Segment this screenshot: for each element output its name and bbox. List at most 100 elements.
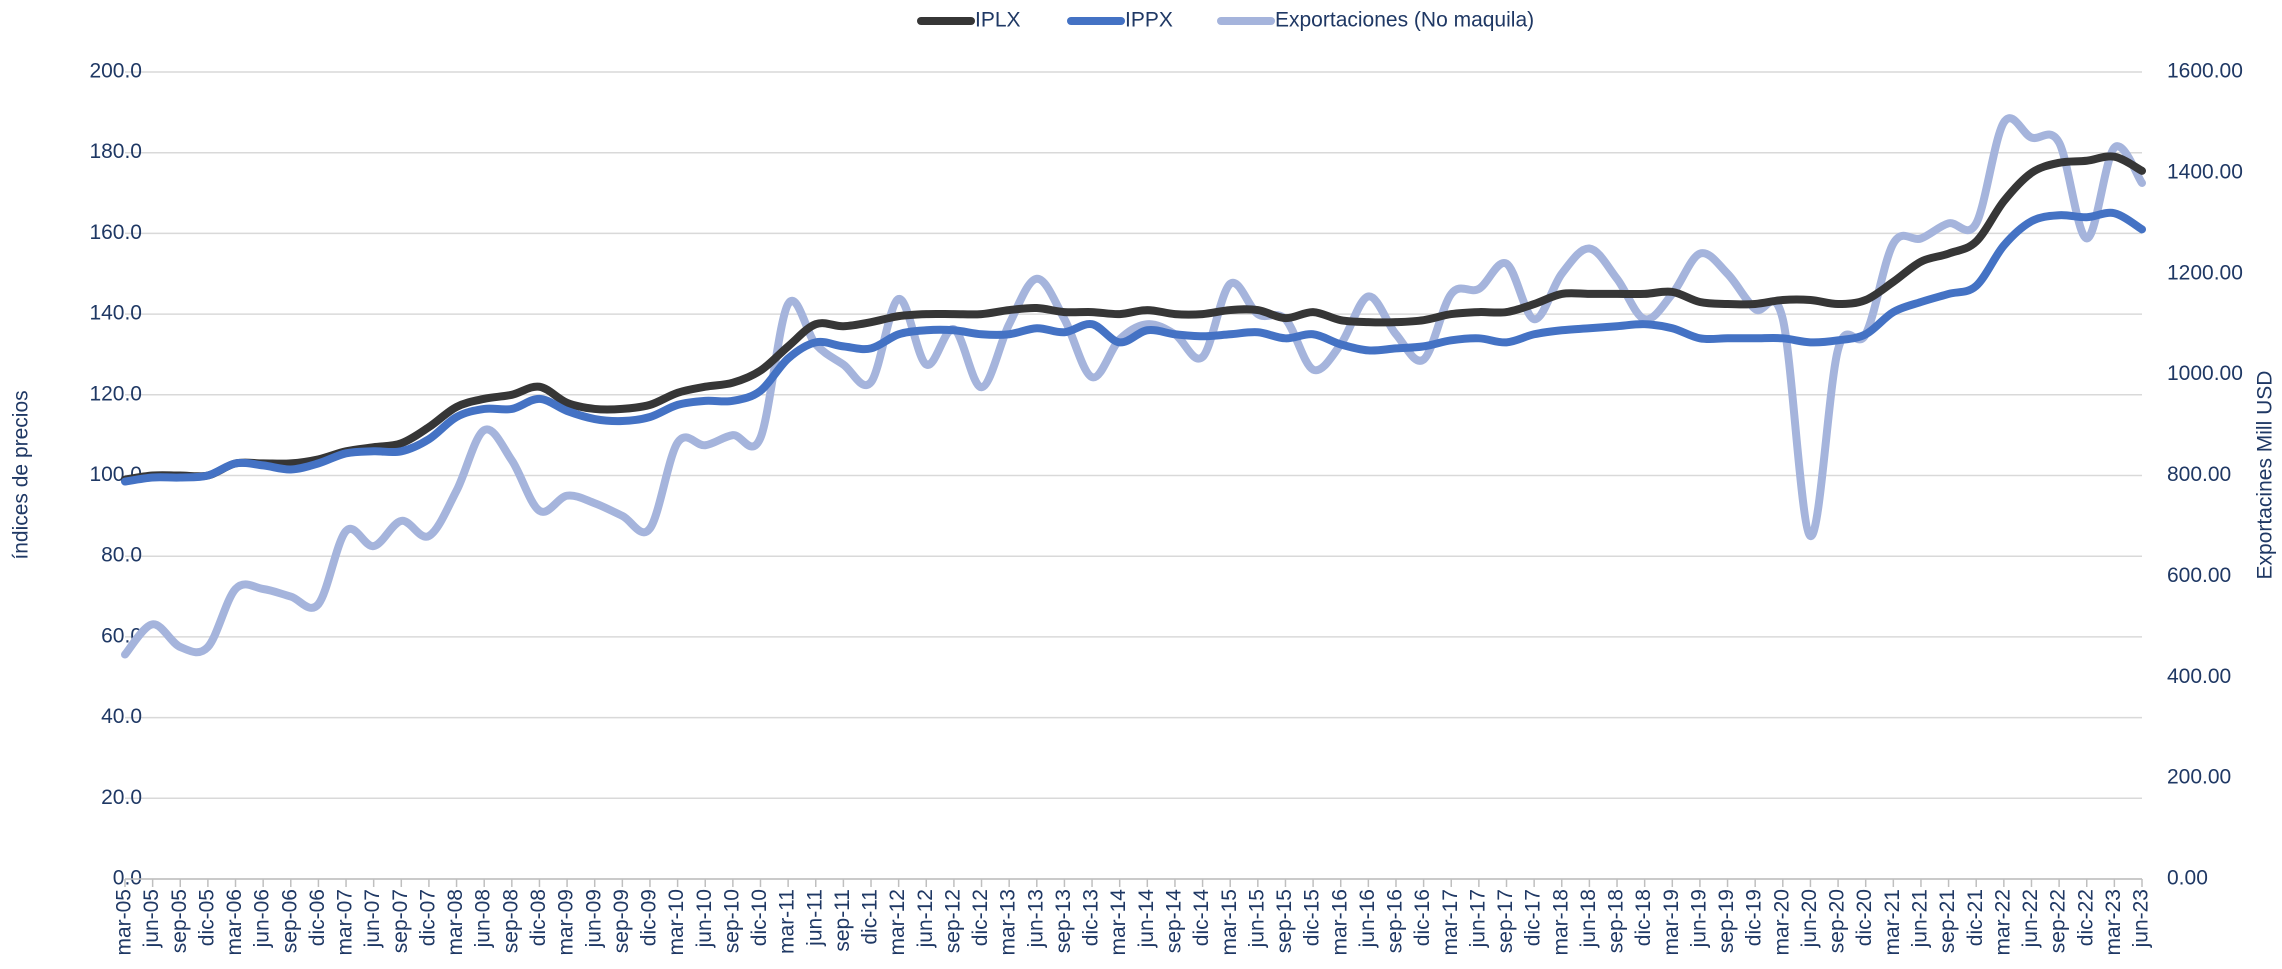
x-tick-label: mar-14 xyxy=(1107,889,1130,956)
x-tick-label: dic-14 xyxy=(1190,889,1213,947)
x-tick-label: mar-09 xyxy=(555,889,578,956)
x-tick-label: mar-15 xyxy=(1218,889,1241,956)
y2-axis-title: Exportacines Mill USD xyxy=(2254,371,2277,580)
y-tick-label: 20.0 xyxy=(101,786,142,809)
x-tick-label: dic-07 xyxy=(416,889,439,946)
series-line xyxy=(125,156,2142,479)
x-tick-label: sep-19 xyxy=(1715,889,1738,953)
x-tick-label: jun-05 xyxy=(140,889,163,948)
y2-tick-label: 1200.00 xyxy=(2167,261,2243,284)
x-tick-label: jun-15 xyxy=(1245,889,1268,948)
x-tick-label: dic-05 xyxy=(195,889,218,946)
x-tick-label: mar-20 xyxy=(1770,889,1793,956)
x-tick-label: jun-17 xyxy=(1466,889,1489,948)
x-tick-label: mar-06 xyxy=(223,889,246,956)
y-tick-label: 140.0 xyxy=(89,302,142,325)
y2-tick-label: 1000.00 xyxy=(2167,362,2243,385)
x-tick-label: mar-16 xyxy=(1328,889,1351,956)
x-tick-label: mar-10 xyxy=(665,889,688,956)
y-tick-label: 180.0 xyxy=(89,140,142,163)
legend-label: Exportaciones (No maquila) xyxy=(1275,9,1534,32)
x-tick-label: mar-23 xyxy=(2102,889,2125,956)
x-tick-label: jun-19 xyxy=(1687,889,1710,948)
x-tick-label: jun-06 xyxy=(251,889,274,948)
x-tick-label: dic-10 xyxy=(748,889,771,946)
x-tick-label: dic-15 xyxy=(1301,889,1324,946)
x-tick-label: dic-12 xyxy=(969,889,992,946)
x-tick-label: sep-06 xyxy=(278,889,301,953)
x-tick-label: jun-14 xyxy=(1135,889,1158,949)
x-tick-label: sep-07 xyxy=(389,889,412,953)
x-tick-label: jun-12 xyxy=(914,889,937,948)
legend-label: IPPX xyxy=(1125,9,1173,32)
x-tick-label: dic-19 xyxy=(1743,889,1766,946)
y-tick-label: 0.0 xyxy=(113,867,142,890)
x-tick-label: dic-22 xyxy=(2074,889,2097,946)
x-tick-label: mar-19 xyxy=(1660,889,1683,956)
x-tick-label: mar-21 xyxy=(1881,889,1904,956)
x-tick-label: sep-21 xyxy=(1936,889,1959,953)
x-tick-label: dic-13 xyxy=(1080,889,1103,946)
y2-tick-label: 1400.00 xyxy=(2167,160,2243,183)
x-tick-label: sep-20 xyxy=(1826,889,1849,953)
x-tick-label: jun-22 xyxy=(2019,889,2042,948)
x-tick-label: dic-11 xyxy=(859,889,882,945)
x-tick-label: jun-09 xyxy=(582,889,605,948)
y2-tick-label: 1600.00 xyxy=(2167,60,2243,83)
y2-tick-label: 800.00 xyxy=(2167,463,2231,486)
y2-tick-label: 0.00 xyxy=(2167,867,2208,890)
x-tick-label: jun-07 xyxy=(361,889,384,948)
x-tick-label: dic-08 xyxy=(527,889,550,946)
y-tick-label: 120.0 xyxy=(89,382,142,405)
x-tick-label: mar-22 xyxy=(1991,889,2014,956)
x-tick-label: sep-08 xyxy=(499,889,522,953)
x-tick-label: sep-09 xyxy=(610,889,633,953)
x-tick-label: sep-12 xyxy=(941,889,964,953)
legend-label: IPLX xyxy=(975,9,1021,32)
x-tick-label: sep-10 xyxy=(720,889,743,953)
x-tick-label: dic-18 xyxy=(1632,889,1655,946)
x-tick-label: dic-17 xyxy=(1522,889,1545,946)
y2-tick-label: 400.00 xyxy=(2167,665,2231,688)
y-tick-label: 160.0 xyxy=(89,221,142,244)
y2-tick-label: 200.00 xyxy=(2167,766,2231,789)
y-tick-label: 40.0 xyxy=(101,705,142,728)
x-tick-label: sep-17 xyxy=(1494,889,1517,953)
x-tick-label: jun-21 xyxy=(1909,889,1932,948)
x-tick-label: jun-18 xyxy=(1577,889,1600,948)
x-tick-label: mar-18 xyxy=(1549,889,1572,956)
x-tick-label: sep-16 xyxy=(1384,889,1407,953)
x-tick-label: jun-13 xyxy=(1024,889,1047,948)
x-tick-label: dic-09 xyxy=(638,889,661,946)
x-tick-label: dic-20 xyxy=(1853,889,1876,946)
x-tick-label: mar-13 xyxy=(997,889,1020,956)
x-tick-label: jun-08 xyxy=(472,889,495,948)
x-tick-label: mar-11 xyxy=(776,889,799,954)
x-tick-label: sep-13 xyxy=(1052,889,1075,953)
x-tick-label: sep-22 xyxy=(2047,889,2070,953)
x-tick-label: mar-08 xyxy=(444,889,467,956)
series-line xyxy=(125,118,2142,654)
x-tick-label: jun-20 xyxy=(1798,889,1821,948)
x-tick-label: jun-11 xyxy=(803,889,826,947)
x-tick-label: dic-21 xyxy=(1964,889,1987,946)
y-tick-label: 200.0 xyxy=(89,60,142,83)
x-tick-label: sep-14 xyxy=(1162,889,1185,954)
x-tick-label: sep-11 xyxy=(831,889,854,952)
x-tick-label: jun-23 xyxy=(2130,889,2153,948)
chart: índices de precios Exportacines Mill USD… xyxy=(0,0,2282,969)
x-tick-label: sep-15 xyxy=(1273,889,1296,953)
y2-tick-label: 600.00 xyxy=(2167,564,2231,587)
x-tick-label: mar-07 xyxy=(334,889,357,956)
x-tick-label: dic-16 xyxy=(1411,889,1434,946)
y-tick-label: 80.0 xyxy=(101,544,142,567)
x-tick-label: sep-18 xyxy=(1605,889,1628,953)
x-tick-label: mar-17 xyxy=(1439,889,1462,956)
x-tick-label: dic-06 xyxy=(306,889,329,946)
y-axis-title: índices de precios xyxy=(10,390,33,559)
x-tick-label: sep-05 xyxy=(168,889,191,953)
x-tick-label: jun-10 xyxy=(693,889,716,948)
x-tick-label: jun-16 xyxy=(1356,889,1379,948)
x-tick-label: mar-05 xyxy=(113,889,136,956)
x-tick-label: mar-12 xyxy=(886,889,909,956)
